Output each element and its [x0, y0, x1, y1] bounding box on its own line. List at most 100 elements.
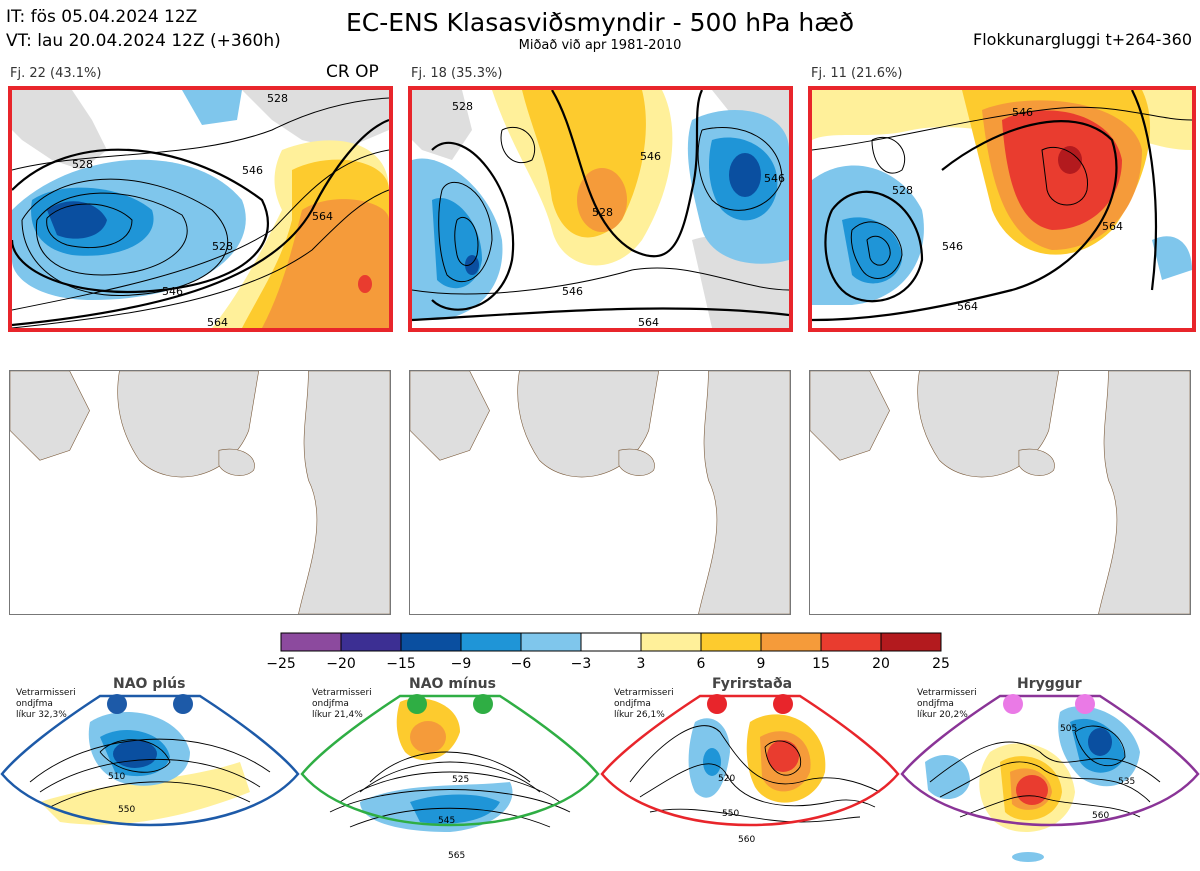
- contour-label: 564: [312, 210, 333, 223]
- contour-label: 545: [438, 816, 455, 826]
- regime-probability: líkur 21,4%: [312, 710, 363, 720]
- cluster-3-label: Fj. 11 (21.6%): [811, 66, 903, 81]
- colorbar-tick-label: 9: [756, 656, 766, 672]
- colorbar-tick-label: −9: [450, 656, 472, 672]
- contour-label: 528: [452, 100, 473, 113]
- colorbar-tick-label: −3: [570, 656, 592, 672]
- contour-label: 528: [72, 158, 93, 171]
- regime-ridge-map: 505 535 560: [900, 692, 1200, 871]
- regime-marker-dot: [707, 694, 727, 714]
- contour-label: 546: [242, 164, 263, 177]
- contour-label: 528: [267, 92, 288, 105]
- contour-label: 528: [892, 184, 913, 197]
- regime-season: Vetrarmisseri: [16, 688, 76, 698]
- regime-probability: líkur 32,3%: [16, 710, 67, 720]
- contour-label: 525: [452, 775, 469, 785]
- regime-nao-plus-map: 510 550: [0, 692, 300, 871]
- regime-probability: líkur 20,2%: [917, 710, 968, 720]
- colorbar-tick-label: 20: [872, 656, 890, 672]
- regime-marker-dot: [1003, 694, 1023, 714]
- contour-label: 546: [942, 240, 963, 253]
- run-info: IT: fös 05.04.2024 12Z VT: lau 20.04.202…: [6, 5, 281, 53]
- cluster-3-anomaly-map: [809, 370, 1191, 615]
- regime-months: ondjfma: [312, 699, 349, 709]
- colorbar-swatch: [880, 632, 942, 652]
- contour-label: 565: [448, 851, 465, 861]
- colorbar-swatch: [820, 632, 882, 652]
- contour-label: 564: [638, 316, 659, 328]
- regime-marker-dot: [473, 694, 493, 714]
- contour-label: 535: [1118, 777, 1135, 787]
- cluster-2-label: Fj. 18 (35.3%): [411, 66, 503, 81]
- colorbar-tick-label: −15: [386, 656, 416, 672]
- contour-label: 550: [118, 805, 135, 815]
- colorbar-tick-label: −20: [326, 656, 356, 672]
- colorbar-tick-label: 15: [812, 656, 830, 672]
- valid-time: VT: lau 20.04.2024 12Z (+360h): [6, 31, 281, 51]
- colorbar-swatch: [640, 632, 702, 652]
- colorbar-swatch: [460, 632, 522, 652]
- colorbar-swatches: [280, 632, 942, 652]
- regime-nao-minus-map: 525 545 565: [300, 692, 600, 871]
- colorbar-swatch: [760, 632, 822, 652]
- colorbar-tick-label: 6: [696, 656, 706, 672]
- contour-label: 510: [108, 772, 125, 782]
- regime-1-info: Vetrarmisseri ondjfma líkur 32,3%: [16, 688, 76, 721]
- colorbar-tick-label: 25: [932, 656, 950, 672]
- regime-months: ondjfma: [614, 699, 651, 709]
- init-time: IT: fös 05.04.2024 12Z: [6, 7, 198, 27]
- page-subtitle: Miðað við apr 1981-2010: [518, 38, 682, 53]
- regime-months: ondjfma: [917, 699, 954, 709]
- contour-label: 560: [738, 835, 755, 845]
- regime-marker-dot: [1075, 694, 1095, 714]
- regime-season: Vetrarmisseri: [917, 688, 977, 698]
- colorbar-swatch: [520, 632, 582, 652]
- regime-4-title: Hryggur: [1017, 676, 1082, 692]
- colorbar-tick-label: −25: [266, 656, 296, 672]
- regime-border: [300, 694, 600, 827]
- cluster-1-label: Fj. 22 (43.1%): [10, 66, 102, 81]
- regime-marker-dot: [773, 694, 793, 714]
- regime-marker-dot: [407, 694, 427, 714]
- regime-2-title: NAO mínus: [409, 676, 496, 692]
- colorbar-swatch: [340, 632, 402, 652]
- crop-label: CR OP: [326, 62, 379, 82]
- contour-label: 546: [162, 285, 183, 298]
- contour-label: 560: [1092, 811, 1109, 821]
- regime-border: [600, 694, 900, 827]
- contour-label: 546: [1012, 106, 1033, 119]
- cluster-window: Flokkunargluggi t+264-360: [973, 30, 1192, 49]
- cluster-3-map: 546 528 546 564 564: [808, 86, 1196, 332]
- colorbar-swatch: [280, 632, 342, 652]
- regime-marker-dot: [107, 694, 127, 714]
- colorbar: [280, 632, 942, 652]
- contour-label: 528: [212, 240, 233, 253]
- contour-label: 546: [562, 285, 583, 298]
- colorbar-tick-label: 3: [636, 656, 646, 672]
- regime-months: ondjfma: [16, 699, 53, 709]
- contour-label: 528: [592, 206, 613, 219]
- contour-label: 546: [640, 150, 661, 163]
- regime-season: Vetrarmisseri: [614, 688, 674, 698]
- regime-3-info: Vetrarmisseri ondjfma líkur 26,1%: [614, 688, 674, 721]
- cluster-2-anomaly-map: [409, 370, 791, 615]
- regime-marker-dot: [173, 694, 193, 714]
- regime-2-info: Vetrarmisseri ondjfma líkur 21,4%: [312, 688, 372, 721]
- contour-label: 550: [722, 809, 739, 819]
- cluster-1-map: 528 528 546 564 546 528 564: [8, 86, 393, 332]
- contour-label: 564: [1102, 220, 1123, 233]
- colorbar-swatch: [580, 632, 642, 652]
- contour-label: 564: [207, 316, 228, 328]
- page-title: EC-ENS Klasasviðsmyndir - 500 hPa hæð: [345, 8, 855, 37]
- regime-blocking-map: 520 550 560: [600, 692, 900, 871]
- colorbar-tick-label: −6: [510, 656, 532, 672]
- regime-1-title: NAO plús: [113, 676, 186, 692]
- cluster-1-anomaly-map: [9, 370, 391, 615]
- contour-label: 564: [957, 300, 978, 313]
- regime-3-title: Fyrirstaða: [712, 676, 793, 692]
- contour-label: 546: [764, 172, 785, 185]
- colorbar-swatch: [400, 632, 462, 652]
- regime-season: Vetrarmisseri: [312, 688, 372, 698]
- regime-border: [0, 694, 300, 827]
- regime-border: [900, 694, 1200, 827]
